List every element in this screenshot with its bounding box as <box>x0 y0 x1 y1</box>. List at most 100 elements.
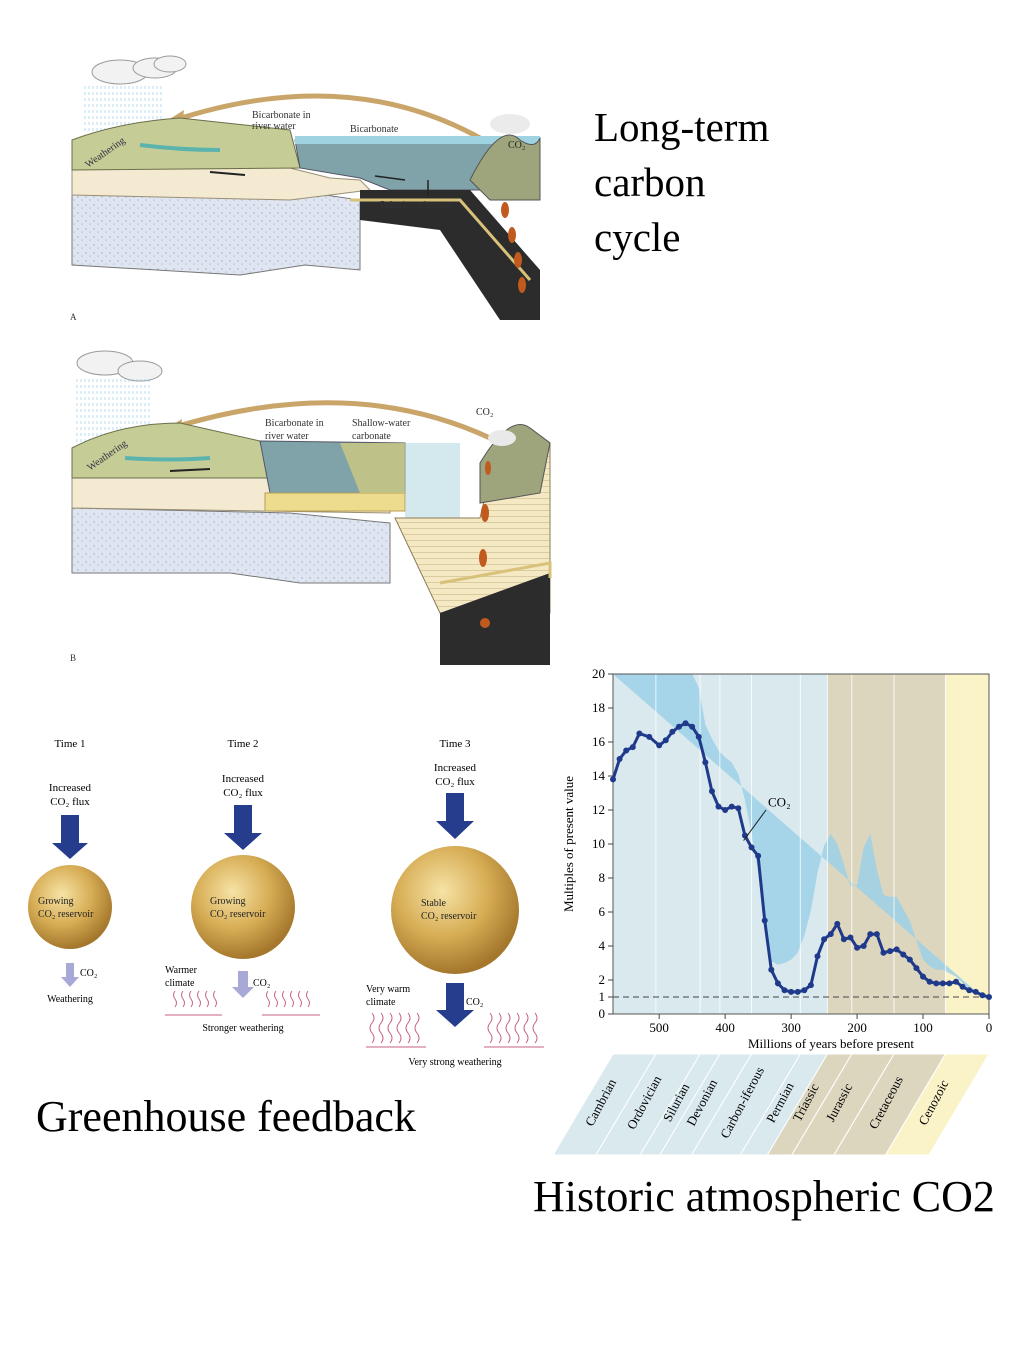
co2-data-point <box>913 965 920 972</box>
co2-data-point <box>715 803 722 810</box>
co2-data-point <box>873 931 880 938</box>
co2-data-point <box>768 966 775 973</box>
x-tick-label: 100 <box>913 1020 933 1035</box>
co2-data-point <box>834 920 841 927</box>
time3-panel: Time 3 Increased CO₂ flux Stable CO₂ res… <box>366 738 544 1068</box>
co2-data-point <box>781 987 788 994</box>
time1-res-2: CO₂ reservoir <box>38 909 94 920</box>
co2-data-point <box>847 934 854 941</box>
co2-data-point <box>906 956 913 963</box>
co2-data-point <box>623 747 630 754</box>
time3-flux-1: Increased <box>434 762 477 774</box>
time2-out-arrow <box>232 971 254 998</box>
time1-flux-1: Increased <box>49 782 92 794</box>
co2-data-point <box>656 742 663 749</box>
co2-data-point <box>728 803 735 810</box>
co2-data-point <box>761 917 768 924</box>
co2-data-point <box>900 951 907 958</box>
y-tick-label: 1 <box>599 989 606 1004</box>
time3-res-2: CO₂ reservoir <box>421 911 477 922</box>
co2-data-point <box>748 844 755 851</box>
co2-data-point <box>953 978 960 985</box>
co2-data-point <box>801 987 808 994</box>
time2-heat-waves-right <box>262 990 320 1016</box>
time2-weathering: Stronger weathering <box>202 1023 283 1034</box>
diagram-a-bicarbonate-river-label-2: river water <box>252 121 296 132</box>
co2-data-point <box>867 931 874 938</box>
co2-data-point <box>695 733 702 740</box>
time1-out-arrow <box>61 963 79 987</box>
co2-data-point <box>979 992 986 999</box>
cycle-title: Long-term carbon cycle <box>594 100 769 265</box>
diagram-b-shallow-label-2: carbonate <box>352 431 391 442</box>
co2-data-point <box>933 980 940 987</box>
time2-flux-2: CO₂ flux <box>223 787 263 799</box>
y-tick-label: 4 <box>599 938 606 953</box>
y-tick-label: 16 <box>592 734 606 749</box>
time2-out-label: CO₂ <box>253 978 270 989</box>
y-tick-label: 14 <box>592 768 606 783</box>
y-tick-label: 8 <box>599 870 606 885</box>
period-backgrounds <box>613 674 989 1014</box>
y-tick-label: 6 <box>599 904 606 919</box>
time1-weathering: Weathering <box>47 994 93 1005</box>
diagram-a-pelagic-label: Pelagic carbonate <box>380 200 451 211</box>
co2-data-point <box>669 728 676 735</box>
period-strip: Cambrian OrdovicianSilurianDevonianCarbon… <box>555 1053 990 1156</box>
co2-data-point <box>986 994 992 1000</box>
co2-data-point <box>735 805 742 812</box>
co2-data-point <box>755 852 762 859</box>
co2-data-point <box>662 737 669 744</box>
y-tick-label: 18 <box>592 700 605 715</box>
co2-data-point <box>887 948 894 955</box>
time3-heat-waves-right <box>484 1012 544 1048</box>
co2-data-point <box>893 946 900 953</box>
co2-series-leader <box>743 809 767 841</box>
time3-out-arrow <box>436 983 474 1027</box>
time2-panel: Time 2 Increased CO₂ flux Growing CO₂ re… <box>165 738 320 1034</box>
co2-series-points <box>610 720 992 1000</box>
co2-data-point <box>959 983 966 990</box>
co2-data-point <box>636 730 643 737</box>
time2-down-arrow <box>224 805 262 850</box>
x-tick-label: 500 <box>649 1020 669 1035</box>
co2-data-point <box>807 982 814 989</box>
co2-data-point <box>966 987 973 994</box>
diagram-a-co2-label: CO₂ <box>508 140 525 151</box>
co2-data-point <box>702 759 709 766</box>
diagram-b-bicarbonate-river-label-2: river water <box>265 431 309 442</box>
co2-data-point <box>854 944 861 951</box>
co2-data-point <box>616 756 623 762</box>
y-axis-label: Multiples of present value <box>561 776 576 912</box>
time2-climate-2: climate <box>165 978 195 989</box>
time1-down-arrow <box>52 815 88 859</box>
time2-reservoir <box>191 855 295 959</box>
time3-climate-2: climate <box>366 997 396 1008</box>
co2-data-point <box>814 953 821 960</box>
time1-label: Time 1 <box>54 738 85 750</box>
cloud-icon <box>91 55 187 85</box>
diagram-b-co2-label: CO₂ <box>476 407 493 418</box>
cycle-title-line1: Long-term <box>594 104 770 150</box>
time3-flux-2: CO₂ flux <box>435 776 475 788</box>
co2-data-point <box>722 807 729 813</box>
diagram-b-panel-label: B <box>70 653 76 663</box>
x-tick-label: 400 <box>715 1020 735 1035</box>
time3-reservoir <box>391 846 519 974</box>
diagram-a-bicarbonate-label: Bicarbonate <box>350 124 399 135</box>
period-strip-cenozoic <box>884 1053 990 1156</box>
co2-data-point <box>629 744 636 751</box>
time3-heat-waves-left <box>366 1012 426 1048</box>
cloud-icon <box>76 350 163 382</box>
period-bg-cambrian <box>613 674 656 1014</box>
time2-heat-waves-left <box>165 990 222 1016</box>
co2-data-point <box>610 776 616 783</box>
co2-data-point <box>646 733 653 740</box>
greenhouse-feedback-diagram: Time 1 Increased CO₂ flux Growing CO₂ re… <box>28 738 544 1068</box>
co2-data-point <box>682 720 689 727</box>
carbon-cycle-diagram-a: Weathering Bicarbonate in river water Bi… <box>70 55 541 322</box>
co2-data-point <box>926 978 933 985</box>
x-tick-label: 300 <box>781 1020 801 1035</box>
